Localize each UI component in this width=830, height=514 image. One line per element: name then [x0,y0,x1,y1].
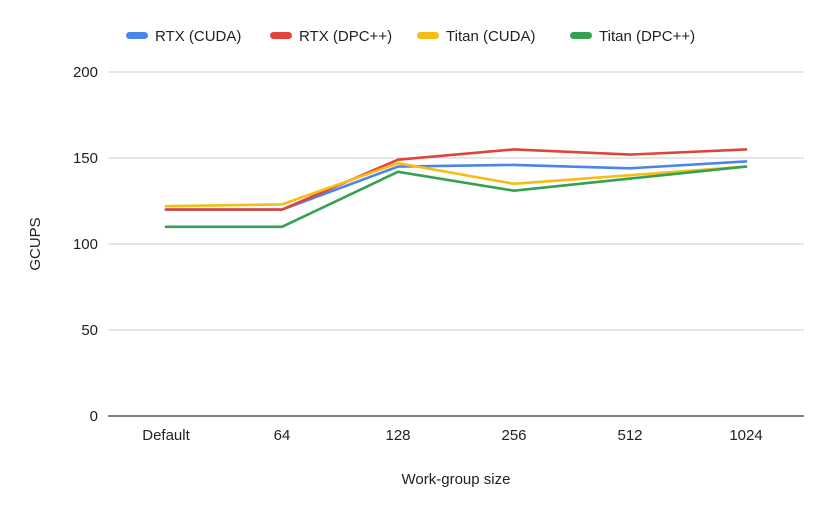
legend-item-rtx-cuda: RTX (CUDA) [126,28,241,45]
x-axis-ticks: Default 64 128 256 512 1024 [142,427,762,444]
x-tick-label-64: 64 [274,427,291,444]
y-axis-ticks: 0 50 100 150 200 [73,64,98,425]
data-point-titan-dpc-1024 [744,165,748,168]
data-point-rtx-cuda-256 [512,163,516,167]
y-tick-label-200: 200 [73,64,98,81]
legend-label-rtx-dpc: RTX (DPC++) [299,28,392,45]
data-point-rtx-dpc-1024 [744,148,748,151]
legend-item-rtx-dpc: RTX (DPC++) [270,28,392,45]
data-point-titan-dpc-128 [396,170,400,173]
x-tick-label-256: 256 [501,427,526,444]
data-point-rtx-dpc-256 [512,148,516,151]
data-point-rtx-cuda-1024 [744,160,748,163]
x-axis-title: Work-group size [402,471,511,488]
x-tick-label-128: 128 [385,427,410,444]
data-point-titan-cuda-512 [628,174,632,177]
y-tick-label-50: 50 [81,322,98,339]
data-point-rtx-dpc-64 [280,208,284,211]
data-point-titan-cuda-64 [280,203,284,206]
y-tick-label-0: 0 [90,408,98,425]
legend-label-titan-dpc: Titan (DPC++) [599,28,695,45]
series-line-rtx-cuda [164,160,748,211]
legend-label-rtx-cuda: RTX (CUDA) [155,28,241,45]
data-point-titan-dpc-default [164,225,168,228]
gridlines [108,71,804,417]
y-tick-label-100: 100 [73,236,98,253]
y-axis-title: GCUPS [27,217,44,270]
series-line-titan-cuda [164,161,748,208]
x-tick-label-default: Default [142,427,190,444]
legend-swatch-rtx-cuda [126,32,148,39]
series-line-titan-dpc [164,165,748,229]
x-tick-label-1024: 1024 [729,427,762,444]
y-tick-label-150: 150 [73,150,98,167]
legend-item-titan-dpc: Titan (DPC++) [570,28,695,45]
data-point-titan-dpc-64 [280,225,284,228]
x-tick-label-512: 512 [617,427,642,444]
data-point-titan-dpc-256 [512,189,516,192]
legend-item-titan-cuda: Titan (CUDA) [417,28,535,45]
data-point-rtx-dpc-512 [628,153,632,156]
legend-swatch-rtx-dpc [270,32,292,39]
data-point-rtx-dpc-128 [396,158,400,161]
data-point-titan-cuda-default [164,204,168,208]
series-lines [164,148,748,229]
data-point-titan-cuda-128 [396,161,400,165]
legend: RTX (CUDA) RTX (DPC++) Titan (CUDA) Titan (… [126,28,695,45]
legend-swatch-titan-dpc [570,32,592,39]
data-point-titan-cuda-256 [512,182,516,185]
series-line-rtx-dpc [164,148,748,211]
data-point-rtx-cuda-512 [628,167,632,170]
data-point-titan-dpc-512 [628,177,632,180]
legend-label-titan-cuda: Titan (CUDA) [446,28,535,45]
data-point-rtx-cuda-128 [396,165,400,168]
data-point-rtx-dpc-default [164,208,168,211]
legend-swatch-titan-cuda [417,32,439,39]
